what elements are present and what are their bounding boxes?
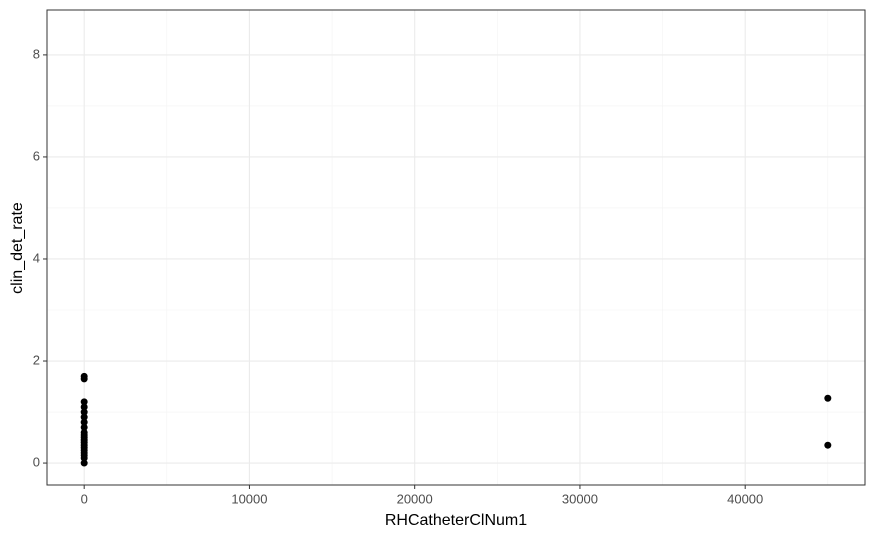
y-tick-label: 2 — [33, 352, 40, 367]
y-axis-title: clin_det_rate — [9, 202, 26, 294]
x-tick-label: 30000 — [562, 491, 598, 506]
point — [80, 398, 88, 406]
point — [824, 394, 832, 402]
plot-border — [46, 9, 866, 486]
y-tick-label: 8 — [33, 46, 40, 61]
x-tick-label: 10000 — [231, 491, 267, 506]
point — [80, 408, 88, 416]
point — [80, 459, 88, 467]
point — [80, 428, 88, 436]
x-tick-label: 40000 — [727, 491, 763, 506]
point — [80, 418, 88, 426]
x-tick-label: 0 — [81, 491, 88, 506]
point — [80, 423, 88, 431]
point — [824, 441, 832, 449]
point — [80, 413, 88, 421]
x-axis-title: RHCatheterClNum1 — [385, 512, 527, 529]
point — [80, 403, 88, 411]
y-tick-label: 6 — [33, 148, 40, 163]
y-tick-label: 4 — [33, 250, 40, 265]
x-tick-label: 20000 — [397, 491, 433, 506]
point — [80, 372, 88, 380]
y-tick-label: 0 — [33, 454, 40, 469]
